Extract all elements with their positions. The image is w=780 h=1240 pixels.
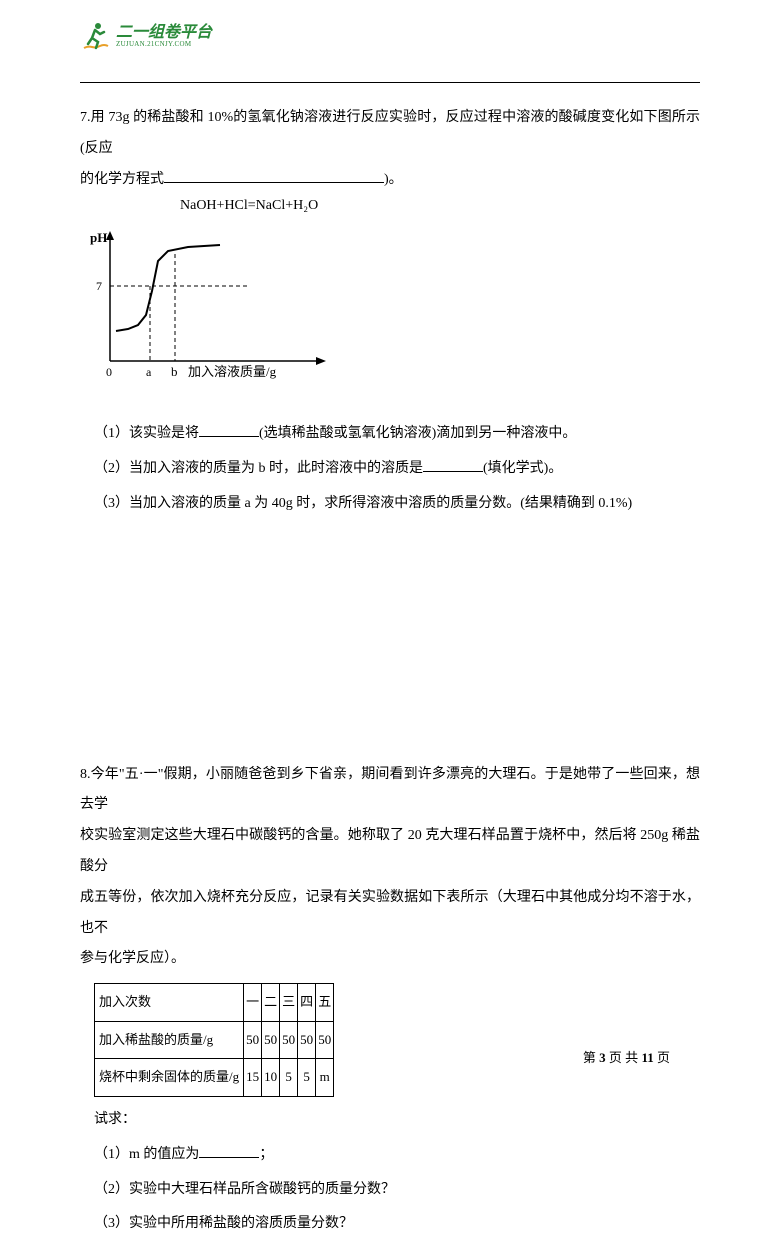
- page-footer: 第 3 页 共 11 页: [583, 1044, 670, 1073]
- table-cell: 加入稀盐酸的质量/g: [95, 1021, 244, 1059]
- q7-equation: NaOH+HCl=NaCl+H₂O: [180, 195, 700, 216]
- svg-text:b: b: [171, 364, 178, 379]
- svg-text:加入溶液质量/g: 加入溶液质量/g: [188, 364, 277, 379]
- q7-sub2-a: （2）当加入溶液的质量为 b 时，此时溶液中的溶质是: [94, 461, 423, 476]
- q8-sub1-a: （1）m 的值应为: [94, 1147, 199, 1162]
- table-cell: 二: [262, 984, 280, 1022]
- table-cell: 50: [280, 1021, 298, 1059]
- q7-sub2: （2）当加入溶液的质量为 b 时，此时溶液中的溶质是 (填化学式)。: [80, 454, 700, 485]
- q7-sub1-b: (选填稀盐酸或氢氧化钠溶液)滴加到另一种溶液中。: [259, 426, 576, 441]
- footer-total: 11: [641, 1050, 653, 1065]
- q7-sub1: （1）该实验是将 (选填稀盐酸或氢氧化钠溶液)滴加到另一种溶液中。: [80, 419, 700, 450]
- table-cell: 10: [262, 1059, 280, 1097]
- table-row: 加入次数一二三四五: [95, 984, 334, 1022]
- q8-sub3: （3）实验中所用稀盐酸的溶质质量分数？: [80, 1209, 700, 1240]
- q8-after-table: 试求：: [80, 1105, 700, 1136]
- q7-sub1-a: （1）该实验是将: [94, 426, 199, 441]
- table-cell: 三: [280, 984, 298, 1022]
- q8-sub1: （1）m 的值应为 ；: [80, 1140, 700, 1171]
- svg-text:0: 0: [106, 365, 112, 379]
- q8-stem3: 成五等份，依次加入烧杯充分反应，记录有关实验数据如下表所示（大理石中其他成分均不…: [80, 883, 700, 945]
- table-cell: 五: [316, 984, 334, 1022]
- table-cell: 50: [244, 1021, 262, 1059]
- q7-stem-line1: 7.用 73g 的稀盐酸和 10%的氢氧化钠溶液进行反应实验时，反应过程中溶液的…: [80, 103, 700, 165]
- logo-title: 二一组卷平台: [116, 25, 212, 41]
- q7-sub3: （3）当加入溶液的质量 a 为 40g 时，求所得溶液中溶质的质量分数。(结果精…: [80, 489, 700, 520]
- q7-sub1-blank: [199, 423, 259, 437]
- table-cell: 烧杯中剩余固体的质量/g: [95, 1059, 244, 1097]
- svg-text:a: a: [146, 365, 152, 379]
- svg-text:7: 7: [96, 279, 102, 293]
- q7-equation-blank: [164, 169, 384, 183]
- table-cell: 15: [244, 1059, 262, 1097]
- q7-stem-line2-text: 的化学方程式: [80, 172, 164, 187]
- q7-stem-line2: 的化学方程式 )。: [80, 165, 700, 196]
- q7-chart: pH 7 0 a b 加入溶液质量/g: [80, 226, 700, 399]
- table-cell: 5: [298, 1059, 316, 1097]
- q8-stem4: 参与化学反应）。: [80, 944, 700, 975]
- q8-data-table: 加入次数一二三四五 加入稀盐酸的质量/g5050505050 烧杯中剩余固体的质…: [94, 983, 334, 1097]
- footer-prefix: 第: [583, 1050, 599, 1065]
- chart-y-label: pH: [90, 230, 107, 245]
- q8-stem1: 8.今年"五·一"假期，小丽随爸爸到乡下省亲，期间看到许多漂亮的大理石。于是她带…: [80, 760, 700, 822]
- table-cell: m: [316, 1059, 334, 1097]
- q8-sub1-blank: [199, 1144, 259, 1158]
- table-row: 烧杯中剩余固体的质量/g151055m: [95, 1059, 334, 1097]
- q8-block: 8.今年"五·一"假期，小丽随爸爸到乡下省亲，期间看到许多漂亮的大理石。于是她带…: [80, 760, 700, 1240]
- table-cell: 50: [298, 1021, 316, 1059]
- table-cell: 50: [316, 1021, 334, 1059]
- logo-runner-icon: [80, 20, 112, 52]
- table-cell: 四: [298, 984, 316, 1022]
- q7-stem-line2-after: )。: [384, 172, 403, 187]
- header-divider: [80, 82, 700, 83]
- table-cell: 50: [262, 1021, 280, 1059]
- site-logo: 二一组卷平台 ZUJUAN.21CNJY.COM: [80, 20, 212, 52]
- q7-sub2-blank: [423, 458, 483, 472]
- q8-sub1-b: ；: [259, 1147, 273, 1162]
- footer-middle: 页 共: [606, 1050, 642, 1065]
- logo-text: 二一组卷平台 ZUJUAN.21CNJY.COM: [116, 25, 212, 48]
- q7-sub2-b: (填化学式)。: [483, 461, 562, 476]
- q8-sub2: （2）实验中大理石样品所含碳酸钙的质量分数？: [80, 1175, 700, 1206]
- footer-suffix: 页: [654, 1050, 670, 1065]
- table-row: 加入稀盐酸的质量/g5050505050: [95, 1021, 334, 1059]
- table-cell: 一: [244, 984, 262, 1022]
- q8-stem2: 校实验室测定这些大理石中碳酸钙的含量。她称取了 20 克大理石样品置于烧杯中，然…: [80, 821, 700, 883]
- logo-subtitle: ZUJUAN.21CNJY.COM: [116, 41, 212, 48]
- table-cell: 5: [280, 1059, 298, 1097]
- table-cell: 加入次数: [95, 984, 244, 1022]
